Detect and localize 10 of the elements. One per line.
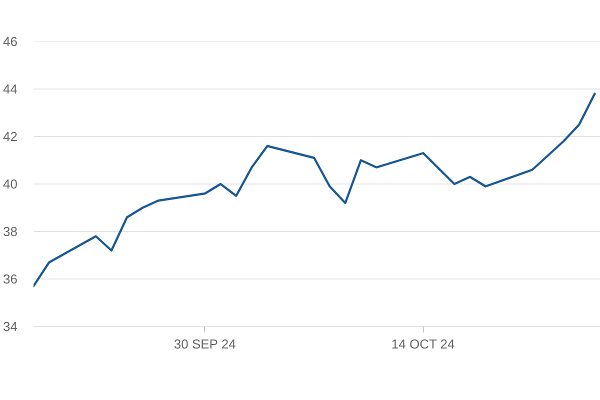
y-tick-label: 40	[3, 176, 18, 192]
x-tick-label: 30 SEP 24	[174, 336, 236, 352]
line-series	[34, 92, 596, 288]
y-tick-label: 44	[3, 82, 18, 96]
y-tick-label: 36	[3, 272, 18, 286]
y-tick-label: 42	[3, 129, 18, 144]
y-tick-label: 46	[3, 34, 18, 49]
y-tick-label: 38	[3, 224, 18, 239]
x-tick-label: 14 OCT 24	[391, 336, 455, 352]
y-tick-label: 34	[3, 319, 18, 334]
